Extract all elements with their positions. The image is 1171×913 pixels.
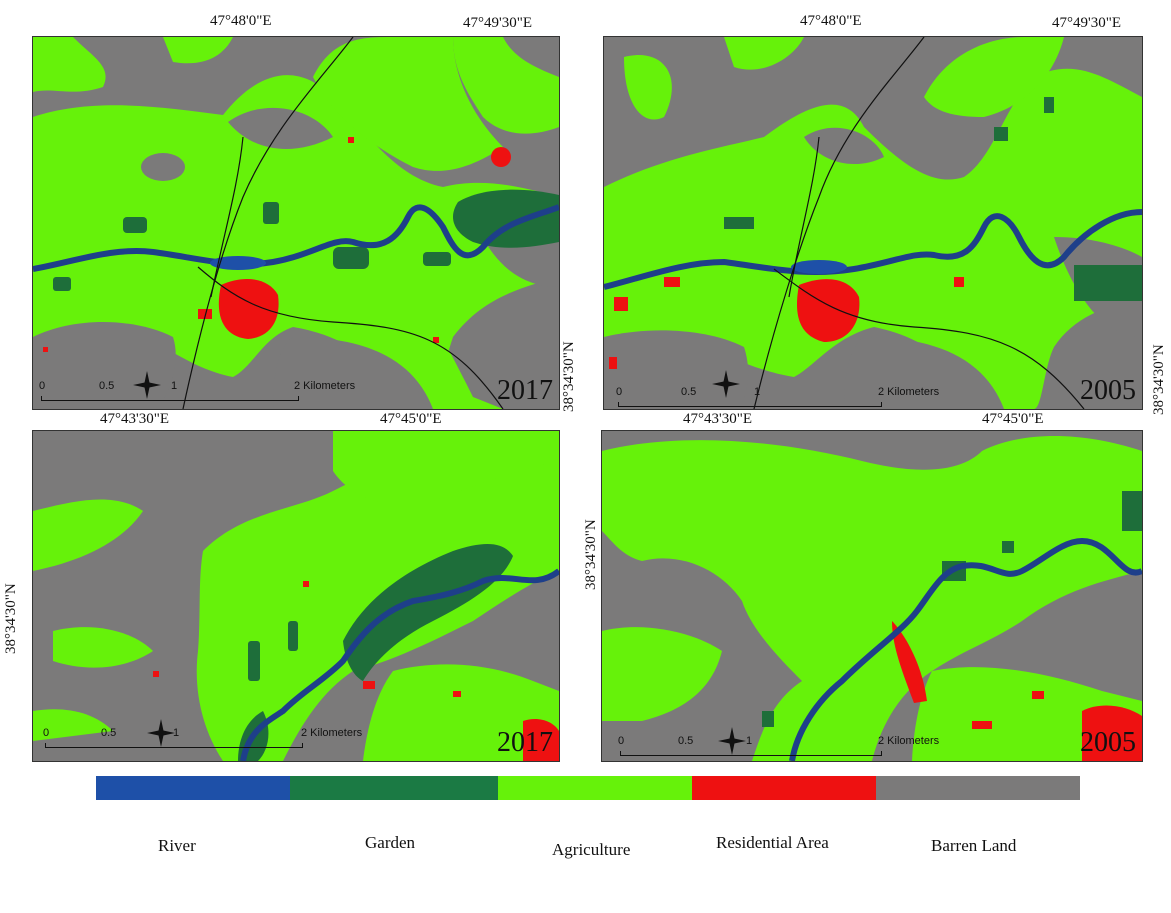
bottom-left-x1-label: 47°43'30"E	[100, 411, 169, 427]
scale-bar: 0 0.5 1 2 Kilometers	[616, 386, 956, 409]
north-arrow-icon	[718, 727, 746, 755]
land-cover-map	[602, 436, 1142, 761]
scale-tick-1: 1	[173, 727, 180, 739]
scale-tick-half: 0.5	[101, 727, 117, 739]
bottom-right-x2-label: 47°45'0"E	[982, 411, 1044, 427]
scale-tick-0: 0	[618, 735, 625, 747]
bottom-right-y-label: 38°34'30"N	[583, 519, 599, 590]
legend-swatch-agriculture	[498, 776, 692, 800]
map-panel-top-left: 0 0.5 1 2 Kilometers 2017	[32, 36, 560, 410]
top-left-y-label: 38°34'30"N	[561, 341, 577, 412]
top-right-x2-label: 47°49'30"E	[1052, 15, 1121, 31]
scale-bar: 0 0.5 1 2 Kilometers	[43, 727, 383, 751]
scale-tick-2: 2 Kilometers	[878, 735, 940, 747]
legend-color-bar	[96, 776, 1080, 800]
scale-tick-2: 2 Kilometers	[878, 386, 940, 398]
scale-tick-1: 1	[746, 735, 753, 747]
scale-bar: 0 0.5 1 2 Kilometers	[39, 380, 379, 404]
scale-tick-half: 0.5	[99, 380, 115, 392]
scale-tick-1: 1	[754, 386, 761, 398]
top-right-x1-label: 47°48'0"E	[800, 13, 862, 29]
scale-tick-1: 1	[171, 380, 178, 392]
map-panel-bottom-right: 0 0.5 1 2 Kilometers 2005	[601, 430, 1143, 762]
scale-tick-0: 0	[43, 727, 50, 739]
scale-tick-0: 0	[616, 386, 623, 398]
top-left-x2-label: 47°49'30"E	[463, 15, 532, 31]
legend-swatch-barren	[876, 776, 1080, 800]
north-arrow-icon	[712, 370, 740, 398]
year-label: 2005	[1080, 375, 1136, 406]
land-cover-map	[33, 431, 559, 761]
legend-label-barren: Barren Land	[931, 836, 1017, 855]
north-arrow-icon	[147, 719, 175, 747]
land-cover-map	[604, 37, 1142, 409]
scale-tick-2: 2 Kilometers	[301, 727, 363, 739]
legend-label-residential: Residential Area	[716, 833, 829, 852]
legend-label-river: River	[158, 836, 196, 855]
bottom-right-x1-label: 47°43'30"E	[683, 411, 752, 427]
legend-label-agriculture: Agriculture	[552, 840, 631, 859]
top-right-y-label: 38°34'30"N	[1151, 344, 1167, 415]
year-label: 2017	[497, 375, 553, 406]
legend-swatch-garden	[290, 776, 498, 800]
map-panel-bottom-left: 0 0.5 1 2 Kilometers 2017	[32, 430, 560, 762]
scale-tick-half: 0.5	[678, 735, 694, 747]
scale-bar: 0 0.5 1 2 Kilometers	[618, 735, 958, 759]
legend-swatch-residential	[692, 776, 876, 800]
scale-tick-0: 0	[39, 380, 46, 392]
bottom-left-x2-label: 47°45'0"E	[380, 411, 442, 427]
year-label: 2005	[1080, 727, 1136, 758]
north-arrow-icon	[133, 371, 161, 399]
legend-label-garden: Garden	[365, 833, 416, 852]
bottom-left-y-label: 38°34'30"N	[3, 583, 19, 654]
scale-tick-2: 2 Kilometers	[294, 380, 356, 392]
year-label: 2017	[497, 727, 553, 758]
land-cover-map	[33, 37, 559, 409]
top-left-x1-label: 47°48'0"E	[210, 13, 272, 29]
legend-swatch-river	[96, 776, 290, 800]
scale-tick-half: 0.5	[681, 386, 697, 398]
map-panel-top-right: 0 0.5 1 2 Kilometers 2005	[603, 36, 1143, 410]
